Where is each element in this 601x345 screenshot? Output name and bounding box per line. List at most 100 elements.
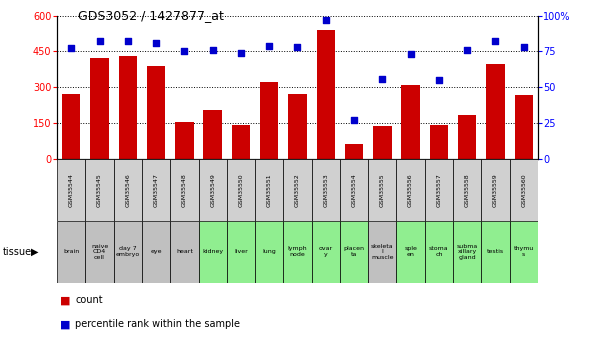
Text: GSM35548: GSM35548: [182, 173, 187, 207]
Text: GSM35556: GSM35556: [408, 173, 413, 207]
Bar: [340, 159, 368, 221]
Text: brain: brain: [63, 249, 79, 254]
Bar: [453, 159, 481, 221]
Bar: [514, 96, 533, 159]
Bar: [510, 159, 538, 221]
Bar: [170, 159, 198, 221]
Bar: [458, 115, 477, 159]
Point: [208, 47, 218, 53]
Bar: [170, 221, 198, 283]
Bar: [340, 221, 368, 283]
Bar: [510, 221, 538, 283]
Bar: [453, 221, 481, 283]
Point: [434, 77, 444, 83]
Point: [321, 17, 331, 22]
Bar: [345, 144, 363, 159]
Text: placen
ta: placen ta: [344, 246, 365, 257]
Bar: [401, 85, 420, 159]
Text: testis: testis: [487, 249, 504, 254]
Text: day 7
embryо: day 7 embryо: [115, 246, 140, 257]
Bar: [283, 159, 312, 221]
Text: GSM35560: GSM35560: [521, 173, 526, 207]
Text: stoma
ch: stoma ch: [429, 246, 449, 257]
Text: GSM35545: GSM35545: [97, 173, 102, 207]
Point: [180, 49, 189, 54]
Bar: [198, 159, 227, 221]
Text: GSM35555: GSM35555: [380, 173, 385, 207]
Text: GSM35554: GSM35554: [352, 173, 356, 207]
Bar: [368, 159, 397, 221]
Bar: [255, 159, 283, 221]
Text: ■: ■: [60, 319, 70, 329]
Bar: [481, 159, 510, 221]
Text: GSM35549: GSM35549: [210, 173, 215, 207]
Point: [519, 44, 528, 50]
Point: [95, 39, 105, 44]
Bar: [373, 127, 391, 159]
Bar: [227, 159, 255, 221]
Bar: [62, 94, 81, 159]
Point: [490, 39, 500, 44]
Point: [123, 39, 133, 44]
Text: heart: heart: [176, 249, 193, 254]
Bar: [57, 221, 85, 283]
Text: ■: ■: [60, 295, 70, 305]
Text: GSM35547: GSM35547: [154, 173, 159, 207]
Text: skeleta
l
muscle: skeleta l muscle: [371, 244, 394, 260]
Bar: [142, 221, 170, 283]
Text: lung: lung: [263, 249, 276, 254]
Text: GSM35557: GSM35557: [436, 173, 441, 207]
Bar: [312, 159, 340, 221]
Point: [462, 47, 472, 53]
Bar: [227, 221, 255, 283]
Text: lymph
node: lymph node: [288, 246, 307, 257]
Text: GSM35553: GSM35553: [323, 173, 328, 207]
Bar: [317, 30, 335, 159]
Text: kidney: kidney: [202, 249, 223, 254]
Bar: [430, 125, 448, 159]
Bar: [397, 159, 425, 221]
Text: ovar
y: ovar y: [319, 246, 333, 257]
Text: subma
xillary
gland: subma xillary gland: [457, 244, 478, 260]
Bar: [283, 221, 312, 283]
Bar: [288, 94, 307, 159]
Bar: [397, 221, 425, 283]
Text: ▶: ▶: [31, 247, 38, 257]
Text: count: count: [75, 295, 103, 305]
Bar: [118, 56, 137, 159]
Text: GSM35552: GSM35552: [295, 173, 300, 207]
Point: [377, 76, 387, 81]
Bar: [481, 221, 510, 283]
Bar: [425, 159, 453, 221]
Text: GSM35546: GSM35546: [125, 173, 130, 207]
Point: [406, 51, 415, 57]
Bar: [114, 159, 142, 221]
Bar: [114, 221, 142, 283]
Text: liver: liver: [234, 249, 248, 254]
Bar: [425, 221, 453, 283]
Bar: [142, 159, 170, 221]
Text: GSM35559: GSM35559: [493, 173, 498, 207]
Bar: [175, 122, 194, 159]
Bar: [85, 221, 114, 283]
Bar: [90, 59, 109, 159]
Point: [293, 44, 302, 50]
Point: [349, 117, 359, 123]
Point: [67, 46, 76, 51]
Bar: [85, 159, 114, 221]
Text: naive
CD4
cell: naive CD4 cell: [91, 244, 108, 260]
Text: GDS3052 / 1427877_at: GDS3052 / 1427877_at: [78, 9, 224, 22]
Text: GSM35551: GSM35551: [267, 173, 272, 207]
Bar: [147, 66, 165, 159]
Bar: [232, 125, 250, 159]
Point: [151, 40, 161, 46]
Point: [264, 43, 274, 48]
Bar: [57, 159, 85, 221]
Bar: [260, 82, 278, 159]
Text: tissue: tissue: [3, 247, 32, 257]
Text: percentile rank within the sample: percentile rank within the sample: [75, 319, 240, 329]
Bar: [312, 221, 340, 283]
Text: eye: eye: [150, 249, 162, 254]
Text: sple
en: sple en: [404, 246, 417, 257]
Bar: [486, 65, 505, 159]
